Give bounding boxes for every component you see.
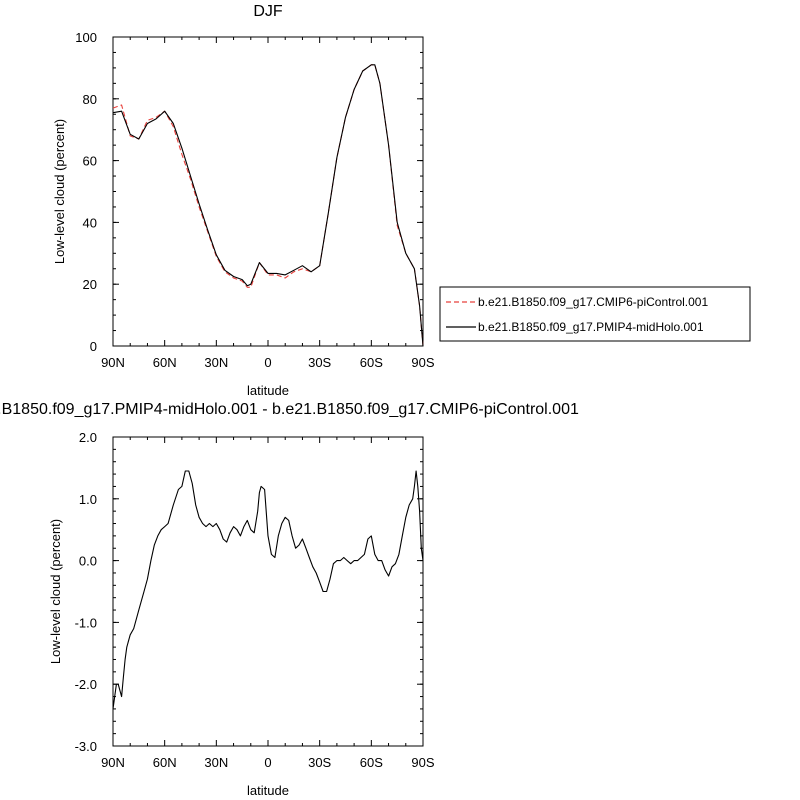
x-tick-label: 30N bbox=[204, 755, 228, 770]
series-line-1 bbox=[112, 64, 424, 347]
y-tick-label: 1.0 bbox=[79, 492, 97, 507]
legend-box bbox=[439, 286, 751, 342]
bottom-panel: b.e21.B1850.f09_g17.PMIP4-midHolo.001 - … bbox=[0, 401, 579, 798]
chart-title: DJF bbox=[253, 3, 283, 20]
legend: b.e21.B1850.f09_g17.CMIP6-piControl.001b… bbox=[439, 286, 751, 342]
y-tick-label: -1.0 bbox=[75, 615, 97, 630]
y-axis-label: Low-level cloud (percent) bbox=[52, 119, 67, 264]
y-tick-label: 2.0 bbox=[79, 430, 97, 445]
x-tick-label: 90N bbox=[101, 755, 125, 770]
chart-title: b.e21.B1850.f09_g17.PMIP4-midHolo.001 - … bbox=[0, 401, 579, 418]
x-tick-label: 0 bbox=[264, 355, 271, 370]
y-tick-label: 80 bbox=[83, 92, 97, 107]
y-tick-label: 60 bbox=[83, 154, 97, 169]
x-axis-label: latitude bbox=[247, 383, 289, 398]
x-tick-label: 60N bbox=[153, 355, 177, 370]
series-line-2 bbox=[112, 64, 424, 347]
y-tick-label: 0 bbox=[90, 339, 97, 354]
x-tick-label: 60N bbox=[153, 755, 177, 770]
x-tick-label: 90S bbox=[411, 755, 434, 770]
y-tick-label: 40 bbox=[83, 215, 97, 230]
x-tick-label: 0 bbox=[264, 755, 271, 770]
y-tick-label: 0.0 bbox=[79, 554, 97, 569]
legend-label-2: b.e21.B1850.f09_g17.PMIP4-midHolo.001 bbox=[478, 320, 704, 334]
series-line-1 bbox=[112, 470, 424, 709]
legend-label-1: b.e21.B1850.f09_g17.CMIP6-piControl.001 bbox=[478, 295, 708, 309]
y-tick-label: -3.0 bbox=[75, 739, 97, 754]
y-tick-label: 100 bbox=[75, 30, 97, 45]
y-tick-label: 20 bbox=[83, 277, 97, 292]
y-axis-label: Low-level cloud (percent) bbox=[48, 519, 63, 664]
top-panel: DJF 90N 60N 30N 0 30S 60S 90S 0 20 40 60 80 100 latitu… bbox=[52, 3, 435, 398]
x-tick-label: 60S bbox=[360, 755, 383, 770]
x-tick-label: 60S bbox=[360, 355, 383, 370]
x-tick-label: 30S bbox=[308, 355, 331, 370]
x-tick-label: 30N bbox=[204, 355, 228, 370]
x-axis-label: latitude bbox=[247, 783, 289, 798]
y-tick-label: -2.0 bbox=[75, 677, 97, 692]
x-tick-label: 90S bbox=[411, 355, 434, 370]
plot-frame bbox=[112, 436, 424, 747]
x-tick-label: 90N bbox=[101, 355, 125, 370]
plot-frame bbox=[112, 36, 424, 347]
x-tick-label: 30S bbox=[308, 755, 331, 770]
